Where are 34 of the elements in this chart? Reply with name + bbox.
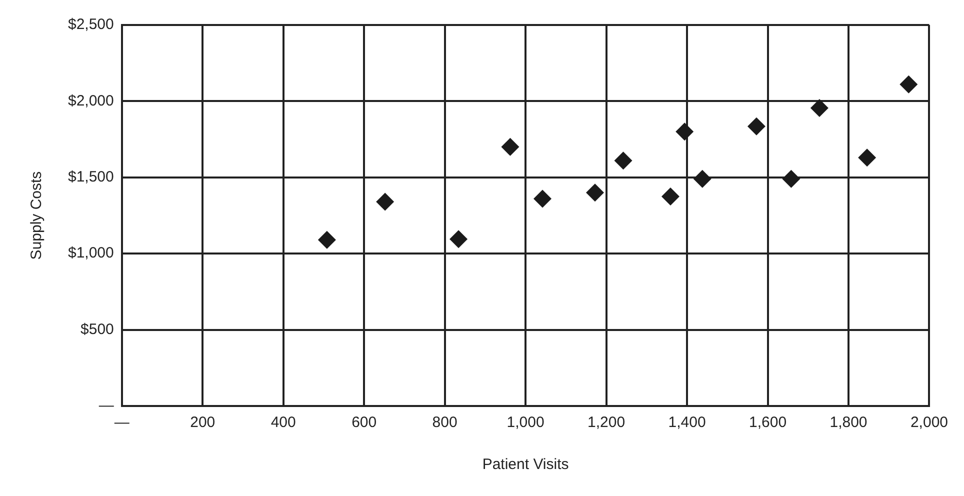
x-tick-label: 1,800 [830, 414, 868, 432]
x-tick-label: 200 [190, 414, 216, 432]
x-tick-label: 800 [432, 414, 458, 432]
x-tick-label: 1,000 [506, 414, 544, 432]
y-tick-label: $2,000 [68, 92, 114, 110]
point [858, 148, 876, 167]
point [501, 138, 520, 156]
x-tick-label: 1,200 [588, 414, 626, 432]
point [900, 75, 918, 94]
x-tick-label: 1,600 [748, 414, 787, 432]
point [614, 152, 632, 170]
y-tick-label: $2,500 [68, 16, 114, 34]
x-tick-label: 600 [352, 414, 377, 432]
y-tick-label: $1,500 [68, 168, 114, 186]
point [747, 117, 766, 136]
point [782, 170, 800, 188]
point [676, 122, 694, 141]
point [318, 230, 336, 249]
x-tick-label: 2,000 [910, 414, 948, 432]
point [586, 184, 604, 202]
x-tick-label: 1,400 [668, 414, 706, 432]
point [810, 99, 828, 118]
x-tick-label: — [114, 414, 130, 432]
y-tick-label: — [98, 397, 114, 414]
point [534, 190, 552, 208]
point [376, 192, 394, 211]
point [661, 187, 680, 206]
x-tick-label: 400 [270, 414, 296, 432]
y-tick-label: $1,000 [68, 244, 114, 262]
point [450, 230, 468, 248]
y-tick-label: $500 [80, 320, 114, 338]
point [693, 170, 712, 188]
y-axis-title: Supply Costs [28, 171, 46, 260]
x-axis-title: Patient Visits [482, 456, 569, 474]
